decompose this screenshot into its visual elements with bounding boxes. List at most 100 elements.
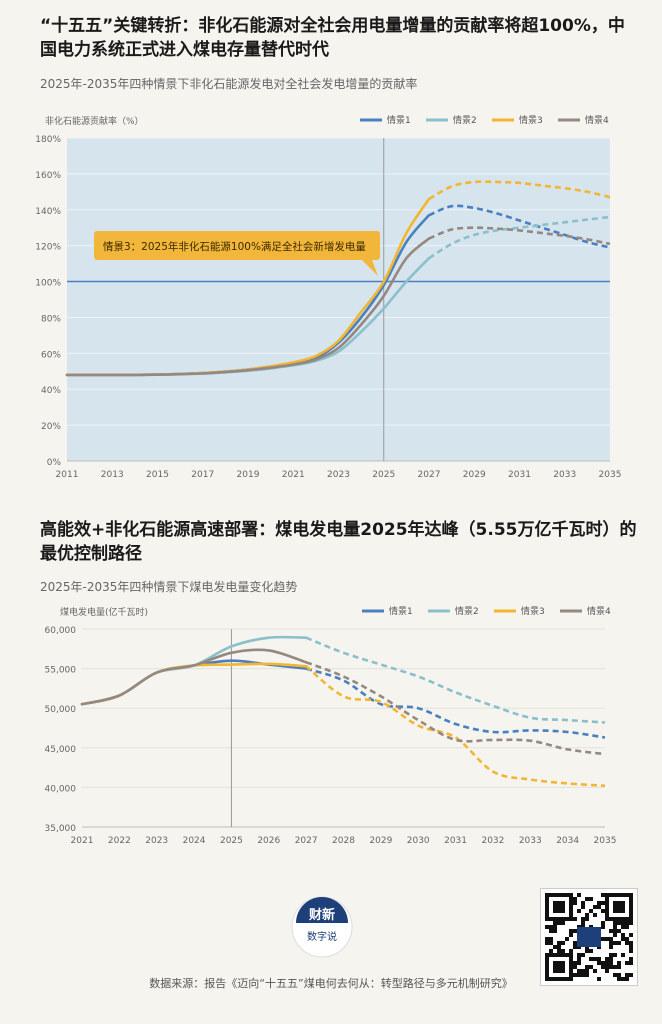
qr-module <box>585 973 589 977</box>
qr-module <box>561 921 565 925</box>
qr-module <box>617 977 621 981</box>
y-tick-label: 100% <box>35 279 61 289</box>
legend-label-4: 情景4 <box>587 605 611 617</box>
qr-code <box>540 888 638 986</box>
y-tick-label: 20% <box>41 422 61 432</box>
qr-module <box>609 941 613 945</box>
qr-module <box>605 969 609 973</box>
qr-module <box>581 921 585 925</box>
qr-module <box>605 965 609 969</box>
y-tick-label: 80% <box>41 314 61 324</box>
y-tick-label: 60,000 <box>45 626 77 636</box>
y-tick-label: 160% <box>35 171 61 181</box>
chart1-subtitle: 2025年-2035年四种情景下非化石能源发电对全社会发电增量的贡献率 <box>40 77 418 91</box>
qr-module <box>557 949 561 953</box>
qr-module <box>601 909 605 913</box>
qr-module <box>613 941 617 945</box>
x-tick-label: 2031 <box>508 470 531 480</box>
y-axis-label: 煤电发电量(亿千瓦时) <box>60 606 148 618</box>
qr-module <box>625 937 629 941</box>
qr-module <box>557 921 561 925</box>
qr-module <box>601 961 605 965</box>
qr-module <box>557 941 561 945</box>
qr-module <box>617 961 621 965</box>
y-tick-label: 140% <box>35 207 61 217</box>
y-tick-label: 55,000 <box>45 666 77 676</box>
qr-module <box>589 957 593 961</box>
qr-module <box>589 909 593 913</box>
y-axis-label: 非化石能源贡献率（%） <box>45 115 144 127</box>
x-tick-label: 2035 <box>594 836 617 846</box>
qr-module <box>593 969 597 973</box>
logo-main-text: 财新 <box>309 907 335 923</box>
qr-module <box>613 973 617 977</box>
qr-module <box>625 921 629 925</box>
qr-module <box>549 941 553 945</box>
legend-label-1: 情景1 <box>387 114 411 126</box>
qr-module <box>621 933 625 937</box>
x-tick-label: 2011 <box>56 470 79 480</box>
qr-module <box>585 949 589 953</box>
qr-module <box>545 937 549 941</box>
qr-module <box>597 957 601 961</box>
x-tick-label: 2017 <box>191 470 214 480</box>
qr-module <box>613 953 617 957</box>
y-tick-label: 40,000 <box>45 784 77 794</box>
series-line-4-solid <box>80 648 308 706</box>
qr-module <box>613 925 617 929</box>
legend-label-3: 情景3 <box>521 605 545 617</box>
qr-module <box>621 921 625 925</box>
qr-module <box>573 941 577 945</box>
qr-module <box>577 969 581 973</box>
qr-module <box>581 969 585 973</box>
data-source: 数据来源：报告《迈向“十五五”煤电何去何从：转型路径与多元机制研究》 <box>149 977 513 990</box>
y-tick-label: 0% <box>47 458 62 468</box>
x-tick-label: 2029 <box>369 836 392 846</box>
qr-module <box>609 945 613 949</box>
qr-module <box>585 913 589 917</box>
annotation-callout: 情景3：2025年非化石能源100%满足全社会新增发电量 <box>94 231 380 276</box>
qr-module <box>617 965 621 969</box>
qr-module <box>549 949 553 953</box>
qr-module <box>621 937 625 941</box>
x-tick-label: 2023 <box>145 836 168 846</box>
series-line-3-dashed <box>305 665 606 788</box>
qr-module <box>601 965 605 969</box>
chart2-svg: 35,000 40,000 45,000 50,000 55,000 60,000 2021… <box>45 605 617 846</box>
qr-module <box>601 925 605 929</box>
qr-module <box>609 929 613 933</box>
legend-label-1: 情景1 <box>389 605 413 617</box>
qr-module <box>605 957 609 961</box>
qr-module <box>617 929 621 933</box>
annotation-text: 情景3：2025年非化石能源100%满足全社会新增发电量 <box>103 240 366 253</box>
qr-module <box>629 933 633 937</box>
x-tick-label: 2027 <box>295 836 318 846</box>
qr-module <box>573 973 577 977</box>
qr-module <box>629 921 633 925</box>
qr-module <box>577 893 581 897</box>
series-line-4-dashed <box>428 226 611 246</box>
qr-module <box>573 945 577 949</box>
qr-module <box>609 965 613 969</box>
qr-module <box>629 957 633 961</box>
qr-module <box>597 977 601 981</box>
qr-module <box>617 973 621 977</box>
qr-module <box>609 961 613 965</box>
x-tick-label: 2035 <box>599 470 622 480</box>
qr-module <box>621 977 625 981</box>
chart2-title: 高能效+非化石能源高速部署：煤电发电量2025年达峰（5.55万亿千瓦时）的最优… <box>40 520 637 564</box>
qr-module <box>573 917 577 921</box>
qr-module <box>629 961 633 965</box>
qr-module <box>573 965 577 969</box>
x-tick-label: 2033 <box>519 836 542 846</box>
x-tick-label: 2029 <box>463 470 486 480</box>
qr-finder-core <box>553 961 565 973</box>
annotation-pointer <box>362 260 378 276</box>
legend-label-4: 情景4 <box>585 114 609 126</box>
x-tick-label: 2034 <box>556 836 579 846</box>
series-line-2-solid <box>80 635 308 706</box>
qr-module <box>597 905 601 909</box>
x-tick-label: 2015 <box>146 470 169 480</box>
qr-module <box>569 949 573 953</box>
qr-module <box>577 973 581 977</box>
